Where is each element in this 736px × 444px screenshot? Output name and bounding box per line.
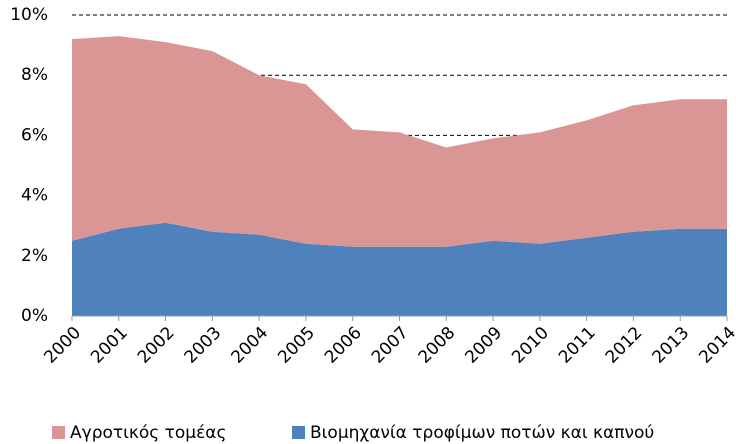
x-tick-label: 2000 (40, 323, 85, 368)
x-tick-label: 2008 (415, 323, 460, 368)
y-tick-label: 10% (10, 5, 48, 25)
area (72, 36, 727, 247)
x-tick-label: 2010 (508, 323, 553, 368)
x-tick-label: 2014 (695, 323, 736, 368)
x-tick-label: 2002 (134, 323, 179, 368)
x-tick-label: 2005 (274, 323, 319, 368)
x-tick-label: 2006 (321, 323, 366, 368)
legend-swatch (52, 426, 65, 439)
area (72, 222, 727, 316)
x-tick-label: 2013 (649, 323, 694, 368)
x-tick-label: 2007 (368, 323, 413, 368)
x-tick-label: 2011 (555, 323, 600, 368)
x-tick-label: 2003 (181, 323, 226, 368)
y-tick-label: 0% (21, 306, 48, 326)
x-tick-label: 2012 (602, 323, 647, 368)
y-tick-label: 2% (21, 246, 48, 266)
y-tick-label: 6% (21, 125, 48, 145)
legend-label: Βιομηχανία τροφίμων ποτών και καπνού (310, 423, 654, 443)
x-tick-label: 2004 (227, 323, 272, 368)
legend-swatch (292, 426, 305, 439)
legend-label: Αγροτικός τομέας (70, 423, 227, 443)
y-tick-label: 4% (21, 186, 48, 206)
y-tick-label: 8% (21, 65, 48, 85)
x-tick-label: 2009 (461, 323, 506, 368)
x-tick-label: 2001 (87, 323, 132, 368)
